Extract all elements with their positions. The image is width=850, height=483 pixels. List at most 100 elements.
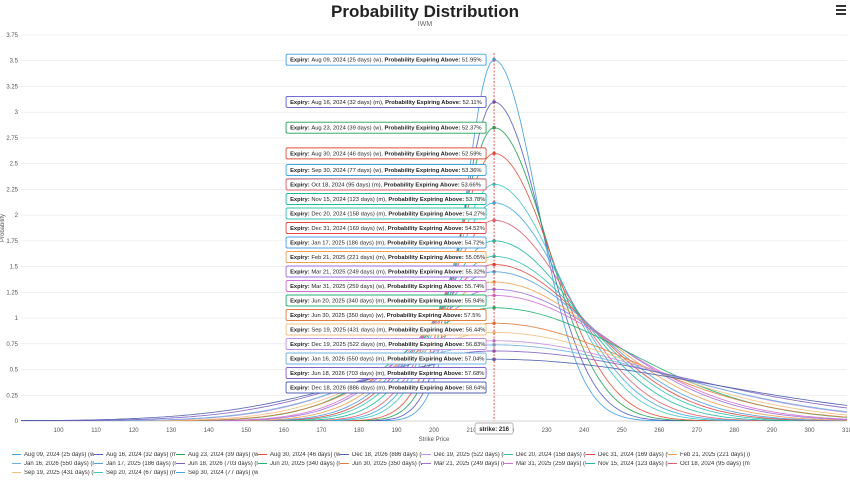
tooltip-box xyxy=(285,280,487,292)
legend-item[interactable]: Dec 18, 2026 (886 days) (m) xyxy=(340,452,422,458)
legend-item[interactable]: Dec 19, 2025 (522 days) (m) xyxy=(422,452,504,458)
tooltip-text: Expiry: Nov 15, 2024 (123 days) (m), Pro… xyxy=(290,197,485,203)
y-tick-label: 0 xyxy=(15,419,19,425)
tooltip-text: Expiry: Aug 16, 2024 (32 days) (m), Prob… xyxy=(290,100,482,106)
legend-label: Aug 30, 2024 (46 days) (w) xyxy=(270,452,340,458)
legend-swatch xyxy=(668,462,677,465)
y-tick-label: 2.75 xyxy=(6,136,18,142)
x-tick-label: 190 xyxy=(391,428,402,434)
legend-label: Sep 20, 2024 (67 days) (m) xyxy=(106,470,176,476)
legend-item[interactable]: Dec 20, 2024 (158 days) (m) xyxy=(504,452,586,458)
legend-item[interactable]: Oct 18, 2024 (95 days) (m) xyxy=(668,461,750,467)
legend-label: Oct 18, 2024 (95 days) (m) xyxy=(680,461,750,467)
legend-label: Dec 19, 2025 (522 days) (m) xyxy=(434,452,504,458)
y-tick-label: 1.25 xyxy=(6,290,18,296)
tooltip-box xyxy=(285,309,487,321)
chart-legend: Aug 09, 2024 (25 days) (w) Aug 16, 2024 (… xyxy=(12,452,847,479)
y-tick-label: 3.75 xyxy=(6,33,18,39)
x-tick-label: 280 xyxy=(729,428,740,434)
x-tick-label: 180 xyxy=(354,428,365,434)
tooltip-text: Expiry: Dec 31, 2024 (169 days) (w), Pro… xyxy=(290,226,485,232)
legend-item[interactable]: Sep 20, 2024 (67 days) (m) xyxy=(94,470,176,476)
legend-label: Jun 18, 2026 (703 days) (m) xyxy=(188,461,258,467)
legend-label: Jun 20, 2025 (340 days) (m) xyxy=(270,461,340,467)
legend-label: Sep 19, 2025 (431 days) (m) xyxy=(24,470,94,476)
y-axis-title: Probability xyxy=(0,214,6,242)
x-tick-label: 100 xyxy=(54,428,65,434)
x-tick-label: 250 xyxy=(617,428,628,434)
legend-item[interactable]: Aug 16, 2024 (32 days) (m) xyxy=(94,452,176,458)
legend-swatch xyxy=(422,453,431,456)
tooltip-text: Expiry: Dec 19, 2025 (522 days) (m), Pro… xyxy=(290,342,485,348)
x-tick-label: 290 xyxy=(767,428,778,434)
tooltip-text: Expiry: Dec 20, 2024 (158 days) (m), Pro… xyxy=(290,212,485,218)
series-peak-point xyxy=(492,200,496,205)
tooltip-text: Expiry: Sep 19, 2025 (431 days) (m), Pro… xyxy=(290,328,485,334)
x-tick-label: 260 xyxy=(654,428,665,434)
series-peak-point xyxy=(492,218,496,223)
y-tick-label: 3 xyxy=(15,110,19,116)
legend-swatch xyxy=(176,462,185,465)
legend-label: Dec 31, 2024 (169 days) (w) xyxy=(598,452,668,458)
legend-swatch xyxy=(258,462,267,465)
x-tick-label: 240 xyxy=(579,428,590,434)
legend-swatch xyxy=(340,462,349,465)
legend-swatch xyxy=(12,453,21,456)
legend-item[interactable]: Jun 18, 2026 (703 days) (m) xyxy=(176,461,258,467)
chart-subtitle: IWM xyxy=(417,21,433,28)
legend-label: Aug 23, 2024 (39 days) (w) xyxy=(188,452,258,458)
tooltip-text: Expiry: Aug 09, 2024 (25 days) (w), Prob… xyxy=(290,58,482,64)
tooltip-box xyxy=(285,164,487,176)
x-tick-label: 170 xyxy=(316,428,327,434)
series-peak-point xyxy=(492,151,496,156)
legend-item[interactable]: Aug 23, 2024 (39 days) (w) xyxy=(176,452,258,458)
y-tick-label: 1 xyxy=(15,316,19,322)
series-peak-point xyxy=(492,100,496,104)
legend-item[interactable]: Feb 21, 2025 (221 days) (m) xyxy=(668,452,750,458)
legend-label: Aug 09, 2024 (25 days) (w) xyxy=(24,452,94,458)
legend-swatch xyxy=(94,471,103,474)
hamburger-menu-icon[interactable] xyxy=(836,5,846,15)
strike-label: strike: 216 xyxy=(479,427,509,433)
y-tick-label: 2 xyxy=(15,213,19,219)
series-peak-point xyxy=(492,57,496,62)
legend-swatch xyxy=(258,453,267,456)
tooltip-box xyxy=(285,147,487,160)
legend-swatch xyxy=(12,471,21,474)
legend-item[interactable]: Aug 30, 2024 (46 days) (w) xyxy=(258,452,340,458)
legend-label: Feb 21, 2025 (221 days) (m) xyxy=(680,452,750,458)
legend-item[interactable]: Jan 17, 2025 (186 days) (m) xyxy=(94,461,176,467)
tooltip-text: Expiry: Jan 16, 2026 (550 days) (m), Pro… xyxy=(290,357,484,363)
tooltip-box xyxy=(285,236,487,249)
legend-row: Sep 19, 2025 (431 days) (m) Sep 20, 2024 … xyxy=(12,470,847,479)
x-tick-label: 130 xyxy=(166,428,177,434)
legend-item[interactable]: Mar 31, 2025 (259 days) (w) xyxy=(504,461,586,467)
legend-item[interactable]: Jan 16, 2026 (550 days) (m) xyxy=(12,461,94,467)
x-tick-label: 200 xyxy=(429,428,440,434)
legend-row: Jan 16, 2026 (550 days) (m) Jan 17, 2025 … xyxy=(12,461,847,470)
legend-item[interactable]: Dec 31, 2024 (169 days) (w) xyxy=(586,452,668,458)
y-tick-label: 2.25 xyxy=(6,187,18,193)
legend-swatch xyxy=(94,462,103,465)
x-tick-label: 300 xyxy=(804,428,815,434)
legend-item[interactable]: Sep 19, 2025 (431 days) (m) xyxy=(12,470,94,476)
tooltip-text: Expiry: Jan 17, 2025 (186 days) (m), Pro… xyxy=(290,241,484,247)
legend-item[interactable]: Jun 20, 2025 (340 days) (m) xyxy=(258,461,340,467)
tooltip-box xyxy=(285,251,487,263)
legend-item[interactable]: Sep 30, 2024 (77 days) (w) xyxy=(176,470,258,476)
tooltip-box xyxy=(285,193,487,205)
series-line xyxy=(21,358,848,421)
x-tick-label: 210 xyxy=(467,428,478,434)
legend-item[interactable]: Mar 21, 2025 (249 days) (m) xyxy=(422,461,504,467)
legend-swatch xyxy=(176,471,185,474)
legend-item[interactable]: Nov 15, 2024 (123 days) (m) xyxy=(586,461,668,467)
legend-item[interactable]: Jun 30, 2025 (350 days) (w) xyxy=(340,461,422,467)
series-peak-point xyxy=(492,330,496,335)
legend-label: Aug 16, 2024 (32 days) (m) xyxy=(106,452,176,458)
legend-item[interactable]: Aug 09, 2024 (25 days) (w) xyxy=(12,452,94,458)
tooltip-text: Expiry: Oct 18, 2024 (95 days) (m), Prob… xyxy=(290,183,481,189)
legend-label: Jan 16, 2026 (550 days) (m) xyxy=(24,461,94,467)
tooltip-text: Expiry: Aug 23, 2024 (39 days) (w), Prob… xyxy=(290,126,482,132)
tooltip-box xyxy=(285,178,487,191)
tooltip-box xyxy=(285,338,487,350)
